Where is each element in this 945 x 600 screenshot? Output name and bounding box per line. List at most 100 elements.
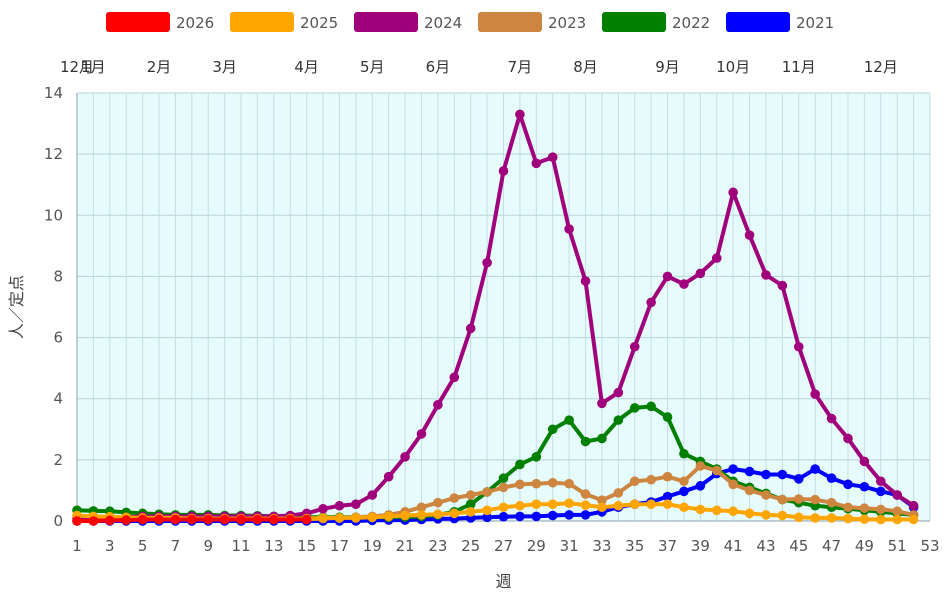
data-point-2025 [892, 514, 902, 525]
data-point-2021 [728, 464, 738, 474]
data-point-2026 [301, 514, 312, 525]
legend-swatch [602, 12, 666, 32]
y-axis-title: 人／定点 [7, 275, 26, 339]
data-point-2024 [416, 429, 427, 439]
data-point-2024 [334, 500, 345, 511]
legend-label: 2023 [548, 14, 586, 32]
data-point-2023 [416, 502, 427, 513]
legend-item-2024[interactable]: 2024 [354, 12, 462, 32]
data-point-2022 [498, 473, 509, 484]
data-point-2023 [646, 474, 656, 485]
legend-label: 2026 [176, 14, 214, 32]
data-point-2023 [728, 479, 738, 490]
y-tick-label: 0 [53, 512, 63, 530]
data-point-2025 [383, 511, 394, 522]
data-point-2024 [810, 389, 820, 399]
x-tick-label: 27 [494, 537, 513, 555]
data-point-2023 [482, 487, 492, 497]
legend-swatch [726, 12, 790, 32]
data-point-2021 [810, 464, 820, 474]
data-point-2024 [465, 323, 476, 334]
data-point-2021 [482, 512, 492, 523]
data-point-2024 [383, 471, 394, 482]
x-tick-label: 5 [138, 537, 148, 555]
data-point-2024 [351, 499, 361, 509]
y-tick-label: 12 [44, 145, 63, 163]
x-tick-labels: 1 3 5 7 9 11 13 15 17 19 21 23 25 27 29 31 33 35 37 39 41 43 4… [72, 537, 939, 555]
y-tick-label: 2 [53, 451, 63, 469]
data-point-2025 [662, 499, 673, 509]
data-point-2025 [449, 508, 460, 519]
data-point-2022 [662, 412, 673, 422]
data-point-2024 [449, 372, 460, 383]
legend-label: 2024 [424, 14, 462, 32]
legend-item-2026[interactable]: 2026 [106, 12, 214, 32]
data-point-2022 [465, 499, 476, 509]
data-point-2025 [859, 514, 870, 524]
x-tick-label: 3 [105, 537, 115, 555]
legend-item-2022[interactable]: 2022 [602, 12, 710, 32]
data-point-2025 [793, 512, 804, 523]
data-point-2025 [679, 502, 689, 513]
data-point-2022 [629, 403, 640, 413]
data-point-2024 [908, 500, 919, 511]
y-tick-label: 10 [44, 206, 63, 224]
y-tick-labels: 0 2 4 6 8 10 12 14 [44, 84, 63, 530]
data-point-2025 [433, 509, 443, 520]
x-tick-label: 23 [428, 537, 447, 555]
x-tick-label: 29 [527, 537, 546, 555]
month-label: 3月 [212, 58, 237, 76]
y-tick-label: 4 [53, 390, 63, 408]
data-point-2023 [859, 503, 870, 513]
data-point-2022 [564, 415, 574, 425]
legend-label: 2021 [796, 14, 834, 32]
data-point-2024 [662, 271, 673, 282]
x-tick-label: 1 [72, 537, 82, 555]
data-point-2021 [843, 479, 853, 490]
data-point-2023 [498, 482, 509, 493]
data-point-2021 [777, 469, 788, 480]
data-point-2025 [744, 508, 755, 519]
x-tick-label: 37 [658, 537, 677, 555]
x-tick-label: 45 [789, 537, 808, 555]
data-point-2023 [662, 471, 673, 482]
data-point-2021 [515, 511, 525, 522]
data-point-2025 [629, 499, 640, 509]
data-point-2024 [695, 268, 706, 279]
legend-swatch [478, 12, 542, 32]
data-point-2024 [761, 270, 771, 280]
x-tick-label: 51 [888, 537, 907, 555]
data-point-2021 [498, 511, 509, 522]
data-point-2026 [105, 515, 115, 526]
x-tick-label: 25 [461, 537, 480, 555]
legend-item-2021[interactable]: 2021 [726, 12, 834, 32]
data-point-2022 [515, 459, 525, 470]
x-tick-label: 35 [625, 537, 644, 555]
data-point-2025 [547, 499, 558, 509]
month-label: 11月 [782, 58, 816, 76]
month-label: 5月 [360, 58, 385, 76]
legend-item-2025[interactable]: 2025 [230, 12, 338, 32]
x-tick-label: 47 [822, 537, 841, 555]
data-point-2021 [547, 510, 558, 521]
month-label: 12月 [60, 58, 94, 76]
data-point-2023 [810, 494, 820, 505]
month-label: 10月 [716, 58, 750, 76]
data-point-2022 [679, 448, 689, 459]
data-point-2025 [416, 510, 427, 520]
data-point-2026 [285, 514, 296, 525]
data-point-2025 [826, 513, 837, 523]
data-point-2025 [515, 500, 525, 511]
month-label: 7月 [508, 58, 533, 76]
data-point-2023 [515, 479, 525, 490]
data-point-2025 [318, 513, 328, 523]
x-tick-label: 7 [171, 537, 181, 555]
x-tick-label: 49 [855, 537, 874, 555]
data-point-2024 [859, 456, 870, 467]
legend-swatch [354, 12, 418, 32]
legend-item-2023[interactable]: 2023 [478, 12, 586, 32]
data-point-2025 [646, 499, 656, 509]
data-point-2022 [613, 415, 624, 425]
